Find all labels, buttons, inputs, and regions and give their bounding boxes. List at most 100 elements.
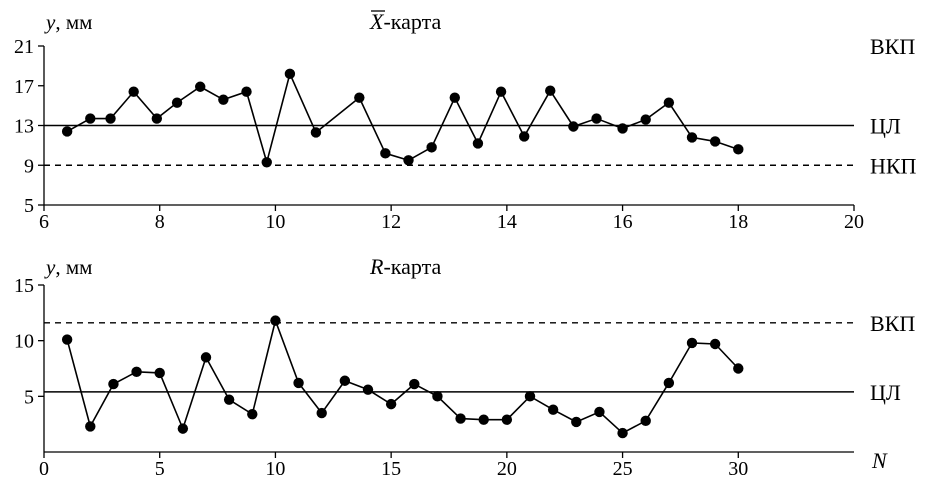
- data-point: [571, 416, 582, 428]
- data-point: [128, 86, 139, 97]
- data-point: [61, 334, 73, 345]
- control-line-label: ЦЛ: [870, 114, 901, 139]
- data-point: [449, 92, 460, 103]
- x-tick-label: 12: [381, 211, 401, 233]
- x-tick-label: 5: [155, 458, 165, 480]
- x-axis-label: N: [871, 448, 888, 473]
- data-point: [591, 113, 602, 124]
- data-point: [354, 92, 365, 103]
- y-axis-variable: y: [44, 10, 56, 34]
- data-point: [709, 136, 721, 147]
- data-point: [617, 427, 628, 439]
- title-symbol: R: [369, 254, 384, 279]
- series-line: [66, 317, 739, 435]
- data-point: [247, 408, 258, 420]
- data-point: [709, 338, 721, 350]
- x-tick-label: 15: [381, 458, 401, 480]
- y-axis-unit: , мм: [55, 10, 92, 34]
- x-tick-label: 6: [39, 211, 49, 233]
- series-line: [66, 71, 739, 166]
- y-axis-label: y, мм: [44, 10, 92, 34]
- data-point: [545, 85, 556, 96]
- x-tick-label: 25: [613, 458, 633, 480]
- data-point: [177, 423, 189, 434]
- data-point: [501, 414, 513, 425]
- data-point: [108, 378, 119, 390]
- data-point: [663, 377, 675, 389]
- data-point: [61, 126, 73, 137]
- x-tick-label: 30: [728, 458, 748, 480]
- data-point: [284, 68, 296, 80]
- y-tick-label: 10: [14, 331, 34, 353]
- data-point: [316, 407, 327, 419]
- data-point: [200, 352, 212, 363]
- data-point: [547, 404, 559, 415]
- data-point: [380, 148, 391, 159]
- data-point: [261, 157, 272, 168]
- data-point: [568, 121, 579, 132]
- data-point: [733, 144, 744, 155]
- data-point: [151, 113, 163, 124]
- x-tick-label: 18: [728, 211, 748, 233]
- data-point: [640, 415, 651, 427]
- x-tick-label: 14: [497, 211, 517, 233]
- data-point: [171, 97, 183, 108]
- data-point: [218, 94, 229, 105]
- data-point: [293, 377, 304, 389]
- y-tick-label: 13: [14, 116, 34, 138]
- title-symbol: X: [369, 9, 385, 34]
- chart-title: R-карта: [369, 254, 441, 279]
- data-point: [472, 138, 484, 149]
- data-point: [409, 378, 420, 390]
- control-line-label: ВКП: [870, 311, 915, 336]
- y-tick-label: 17: [14, 76, 34, 98]
- x-bar-chart-panel: 5 9 13 17 21 6 8 10 12 14 16 18 20 ВКП ЦЛ НКП y, мм X-кар…: [14, 9, 917, 233]
- r-chart-panel: 5 10 15 0 5 10 15 20 25 30 ВКП ЦЛ y, мм R-карта N: [14, 254, 915, 480]
- data-point: [519, 131, 530, 142]
- data-point: [362, 384, 374, 395]
- data-point: [310, 127, 322, 138]
- data-point: [426, 142, 437, 153]
- control-line-label: ЦЛ: [870, 380, 901, 405]
- x-tick-label: 20: [497, 458, 517, 480]
- data-point: [733, 363, 744, 374]
- title-suffix: -карта: [383, 9, 441, 34]
- data-point: [85, 421, 96, 432]
- y-axis-unit: , мм: [55, 255, 92, 279]
- data-point: [478, 414, 489, 425]
- y-axis-variable: y: [44, 255, 56, 279]
- data-point: [131, 366, 142, 378]
- y-tick-label: 15: [14, 275, 34, 297]
- data-point: [686, 132, 698, 143]
- data-point: [663, 97, 675, 108]
- data-point: [385, 398, 397, 410]
- title-suffix: -карта: [383, 254, 441, 279]
- y-tick-label: 5: [24, 386, 34, 408]
- data-point: [432, 391, 443, 402]
- control-line-label: НКП: [870, 153, 917, 178]
- data-point: [455, 413, 466, 424]
- data-point: [594, 406, 605, 418]
- data-point: [617, 123, 628, 134]
- data-point: [339, 375, 351, 386]
- data-point: [495, 86, 507, 97]
- y-tick-label: 21: [14, 36, 34, 58]
- data-point: [154, 367, 165, 379]
- x-tick-label: 8: [155, 211, 165, 233]
- data-point: [640, 114, 651, 125]
- x-tick-label: 0: [39, 458, 49, 480]
- y-tick-label: 5: [24, 195, 34, 217]
- y-axis-label: y, мм: [44, 255, 92, 279]
- data-point: [686, 337, 698, 349]
- data-point: [223, 394, 235, 405]
- x-tick-label: 10: [265, 211, 285, 233]
- data-point: [403, 155, 414, 166]
- x-tick-label: 20: [844, 211, 864, 233]
- data-point: [524, 391, 536, 402]
- y-tick-label: 9: [24, 155, 34, 177]
- data-point: [105, 113, 116, 124]
- x-tick-label: 10: [265, 458, 285, 480]
- data-point: [241, 86, 252, 97]
- data-point: [195, 81, 206, 92]
